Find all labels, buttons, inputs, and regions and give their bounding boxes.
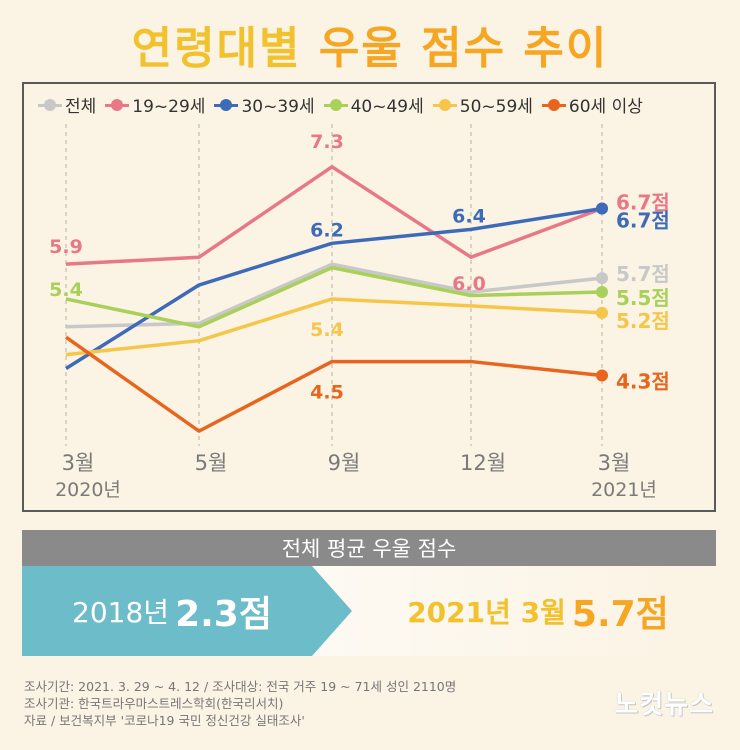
legend-swatch [323,98,348,111]
legend-label: 30~39세 [241,97,315,117]
data-label: 5.4 [310,319,344,341]
x-tick-label: 12월 [460,451,506,475]
x-tick-label: 5월 [195,451,228,475]
x-year-label: 2020년 [55,479,121,501]
x-tick-label: 9월 [328,451,361,475]
x-tick-label: 3월 [598,451,631,475]
data-label: 5.2점 [616,309,670,333]
series-end-marker [596,306,608,319]
footnote-period: 조사기간: 2021. 3. 29 ~ 4. 12 / 조사대상: 전국 거주 … [24,679,457,694]
legend-swatch [38,98,62,111]
legend-label: 전체 [65,97,97,117]
series-line [65,206,603,371]
series-line [65,165,603,266]
data-label: 4.3점 [616,369,670,393]
summary-after: 2021년 3월 5.7점 [360,566,716,656]
data-label: 6.7점 [616,191,670,215]
after-prefix: 2021년 3월 [407,596,566,629]
series-end-marker [596,286,608,298]
footnote-org: 조사기관: 한국트라우마스트레스학회(한국리서치) [24,696,284,711]
x-year-label: 2021년 [591,479,657,501]
before-value: 2.3점 [175,594,272,635]
data-label: 5.9 [49,236,83,258]
data-label: 7.3 [310,131,344,153]
data-label: 4.5 [310,382,344,404]
summary-before: 2018년 2.3점 [22,566,322,656]
x-tick-label: 3월 [62,451,95,475]
legend-swatch [541,98,566,111]
chart-title: 연령대별 우울 점수 추이 [0,12,740,76]
after-value: 5.7점 [571,594,669,635]
legend-item: 50~59세 [432,92,533,117]
data-label: 5.5점 [616,286,670,310]
legend-item: 30~39세 [214,92,315,117]
legend-label: 60세 이상 [568,97,643,117]
series-line [65,265,603,329]
legend-swatch [105,98,130,111]
legend-item: 60세 이상 [541,92,643,117]
before-prefix: 2018년 [72,596,170,629]
legend-label: 40~49세 [350,97,424,117]
chart-area: 전체 19~29세 30~39세 40~49세 50~59세 60세 이상 3월 2020년… [22,82,716,512]
title-part1: 연령대별 [131,23,302,74]
legend-item: 전체 [38,92,96,117]
footnote-source: 자료 / 보건복지부 '코로나19 국민 정신건강 실태조사' [24,713,305,728]
data-label: 6.2 [310,219,344,241]
legend-swatch [432,98,457,111]
footnotes: 조사기간: 2021. 3. 29 ~ 4. 12 / 조사대상: 전국 거주 … [24,678,456,729]
summary-arrow [22,566,352,656]
data-label: 5.4 [49,279,83,301]
title-part2: 우울 점수 추이 [318,23,609,74]
legend-item: 19~29세 [105,92,205,117]
series-line [65,262,603,329]
data-label: 6.0 [452,273,486,295]
series-end-marker [596,202,608,215]
legend: 전체 19~29세 30~39세 40~49세 50~59세 60세 이상 [38,92,652,117]
series-end-marker [596,369,608,382]
legend-item: 40~49세 [323,92,424,117]
series-line [64,335,603,433]
series-end-marker [596,272,608,285]
data-label: 6.7점 [616,209,670,233]
legend-label: 19~29세 [132,97,206,117]
summary-header: 전체 평균 우울 점수 [22,530,716,566]
series-line [65,297,603,357]
legend-label: 50~59세 [459,97,533,117]
data-label: 5.7점 [616,262,670,286]
data-label: 6.4 [452,205,486,227]
brand-logo: 노컷뉴스 [614,690,714,720]
legend-swatch [214,98,239,111]
